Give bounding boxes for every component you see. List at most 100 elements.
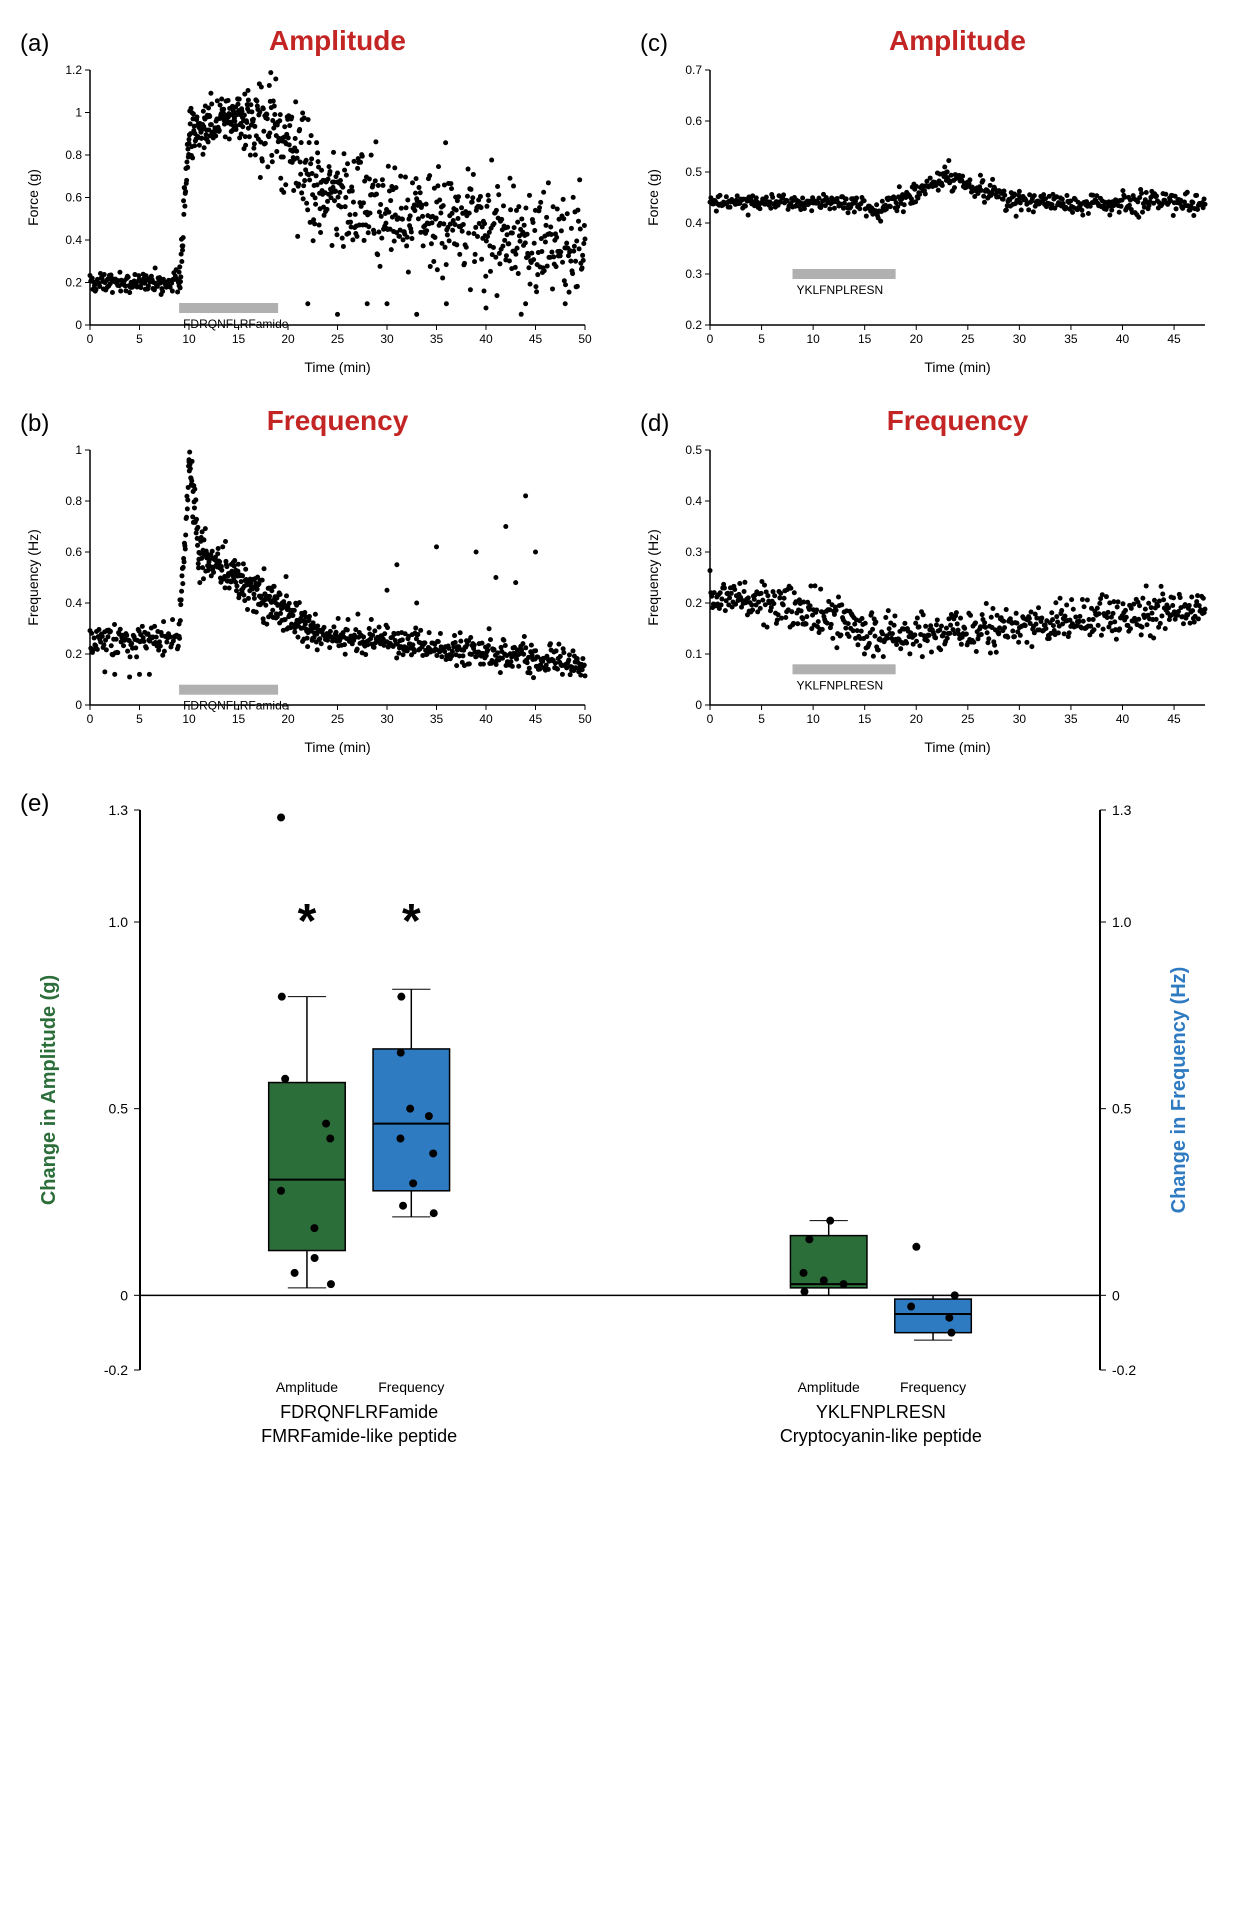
svg-text:1: 1 bbox=[75, 106, 82, 120]
panel-label: (e) bbox=[20, 790, 49, 818]
figure-panel: (a)Amplitude00.20.40.60.811.205101520253… bbox=[20, 20, 600, 380]
svg-text:30: 30 bbox=[380, 332, 394, 346]
svg-text:Cryptocyanin-like peptide: Cryptocyanin-like peptide bbox=[780, 1426, 982, 1446]
svg-text:0.4: 0.4 bbox=[685, 494, 702, 508]
svg-text:0.4: 0.4 bbox=[685, 216, 702, 230]
svg-text:Amplitude: Amplitude bbox=[276, 1379, 338, 1395]
svg-text:Time (min): Time (min) bbox=[924, 739, 990, 755]
svg-text:0.5: 0.5 bbox=[109, 1101, 129, 1117]
svg-text:0: 0 bbox=[87, 712, 94, 726]
svg-text:0.6: 0.6 bbox=[65, 191, 82, 205]
svg-text:25: 25 bbox=[961, 712, 975, 726]
svg-text:5: 5 bbox=[758, 332, 765, 346]
figure-panel: (c)Amplitude0.20.30.40.50.60.70510152025… bbox=[640, 20, 1220, 380]
svg-text:Time (min): Time (min) bbox=[304, 359, 370, 375]
svg-text:YKLFNPLRESN: YKLFNPLRESN bbox=[797, 678, 884, 692]
svg-text:45: 45 bbox=[529, 332, 543, 346]
panel-label: (d) bbox=[640, 410, 669, 438]
svg-text:0.8: 0.8 bbox=[65, 494, 82, 508]
svg-text:10: 10 bbox=[806, 712, 820, 726]
svg-text:Force (g): Force (g) bbox=[25, 169, 41, 226]
svg-text:10: 10 bbox=[182, 332, 196, 346]
svg-text:45: 45 bbox=[1167, 332, 1181, 346]
svg-text:0: 0 bbox=[707, 712, 714, 726]
svg-text:45: 45 bbox=[1167, 712, 1181, 726]
svg-text:0: 0 bbox=[695, 698, 702, 712]
svg-text:35: 35 bbox=[430, 712, 444, 726]
svg-text:0.4: 0.4 bbox=[65, 596, 82, 610]
svg-text:0: 0 bbox=[75, 698, 82, 712]
svg-text:Amplitude: Amplitude bbox=[269, 25, 406, 56]
svg-text:0.6: 0.6 bbox=[65, 545, 82, 559]
svg-text:Amplitude: Amplitude bbox=[798, 1379, 860, 1395]
svg-text:Frequency (Hz): Frequency (Hz) bbox=[645, 529, 661, 625]
figure-panel: (b)Frequency00.20.40.60.8105101520253035… bbox=[20, 400, 600, 760]
svg-text:0.5: 0.5 bbox=[1112, 1101, 1132, 1117]
svg-text:Frequency (Hz): Frequency (Hz) bbox=[25, 529, 41, 625]
svg-text:Frequency: Frequency bbox=[887, 405, 1029, 436]
svg-text:15: 15 bbox=[232, 332, 246, 346]
svg-text:20: 20 bbox=[910, 332, 924, 346]
svg-text:Frequency: Frequency bbox=[900, 1379, 966, 1395]
svg-text:20: 20 bbox=[281, 712, 295, 726]
svg-text:25: 25 bbox=[331, 332, 345, 346]
svg-text:0: 0 bbox=[707, 332, 714, 346]
svg-text:0: 0 bbox=[120, 1287, 128, 1303]
svg-text:Change in Frequency (Hz): Change in Frequency (Hz) bbox=[1168, 967, 1190, 1214]
svg-text:0.6: 0.6 bbox=[685, 114, 702, 128]
svg-text:Time (min): Time (min) bbox=[924, 359, 990, 375]
svg-text:1.0: 1.0 bbox=[1112, 914, 1132, 930]
svg-text:20: 20 bbox=[281, 332, 295, 346]
svg-text:*: * bbox=[402, 895, 421, 948]
svg-text:0.2: 0.2 bbox=[65, 647, 82, 661]
svg-text:40: 40 bbox=[479, 712, 493, 726]
svg-text:10: 10 bbox=[182, 712, 196, 726]
svg-text:FDRQNFLRFamide: FDRQNFLRFamide bbox=[280, 1402, 438, 1422]
svg-text:0.4: 0.4 bbox=[65, 233, 82, 247]
svg-text:Frequency: Frequency bbox=[378, 1379, 444, 1395]
svg-text:5: 5 bbox=[136, 332, 143, 346]
svg-text:0: 0 bbox=[87, 332, 94, 346]
svg-text:1.2: 1.2 bbox=[65, 63, 82, 77]
svg-text:0: 0 bbox=[1112, 1287, 1120, 1303]
svg-text:35: 35 bbox=[1064, 712, 1078, 726]
svg-text:0.5: 0.5 bbox=[685, 443, 702, 457]
svg-text:40: 40 bbox=[479, 332, 493, 346]
svg-text:FDRQNFLRFamide: FDRQNFLRFamide bbox=[183, 317, 289, 331]
figure-panel: (d)Frequency00.10.20.30.40.5051015202530… bbox=[640, 400, 1220, 760]
svg-text:0.3: 0.3 bbox=[685, 267, 702, 281]
svg-text:0.2: 0.2 bbox=[685, 596, 702, 610]
svg-text:25: 25 bbox=[331, 712, 345, 726]
svg-text:1.0: 1.0 bbox=[109, 914, 129, 930]
svg-text:-0.2: -0.2 bbox=[104, 1362, 128, 1378]
svg-text:1.3: 1.3 bbox=[109, 802, 129, 818]
svg-text:35: 35 bbox=[1064, 332, 1078, 346]
svg-text:25: 25 bbox=[961, 332, 975, 346]
svg-text:Time (min): Time (min) bbox=[304, 739, 370, 755]
svg-text:1: 1 bbox=[75, 443, 82, 457]
svg-text:Change in Amplitude (g): Change in Amplitude (g) bbox=[38, 975, 60, 1205]
svg-text:0.7: 0.7 bbox=[685, 63, 702, 77]
svg-text:20: 20 bbox=[910, 712, 924, 726]
svg-text:45: 45 bbox=[529, 712, 543, 726]
svg-text:15: 15 bbox=[858, 332, 872, 346]
svg-text:0.2: 0.2 bbox=[65, 276, 82, 290]
svg-text:50: 50 bbox=[578, 712, 592, 726]
figure-panel: (e)-0.2-0.2000.50.51.01.01.31.3Change in… bbox=[20, 780, 1220, 1480]
svg-text:15: 15 bbox=[858, 712, 872, 726]
svg-text:30: 30 bbox=[380, 712, 394, 726]
panel-label: (a) bbox=[20, 30, 49, 58]
svg-text:FDRQNFLRFamide: FDRQNFLRFamide bbox=[183, 699, 289, 713]
svg-text:0.5: 0.5 bbox=[685, 165, 702, 179]
svg-text:1.3: 1.3 bbox=[1112, 802, 1132, 818]
svg-text:40: 40 bbox=[1116, 332, 1130, 346]
svg-text:Frequency: Frequency bbox=[267, 405, 409, 436]
svg-text:5: 5 bbox=[758, 712, 765, 726]
svg-text:5: 5 bbox=[136, 712, 143, 726]
svg-text:0: 0 bbox=[75, 318, 82, 332]
svg-text:30: 30 bbox=[1013, 332, 1027, 346]
svg-text:*: * bbox=[298, 895, 317, 948]
svg-text:0.1: 0.1 bbox=[685, 647, 702, 661]
svg-text:YKLFNPLRESN: YKLFNPLRESN bbox=[797, 283, 884, 297]
svg-text:15: 15 bbox=[232, 712, 246, 726]
